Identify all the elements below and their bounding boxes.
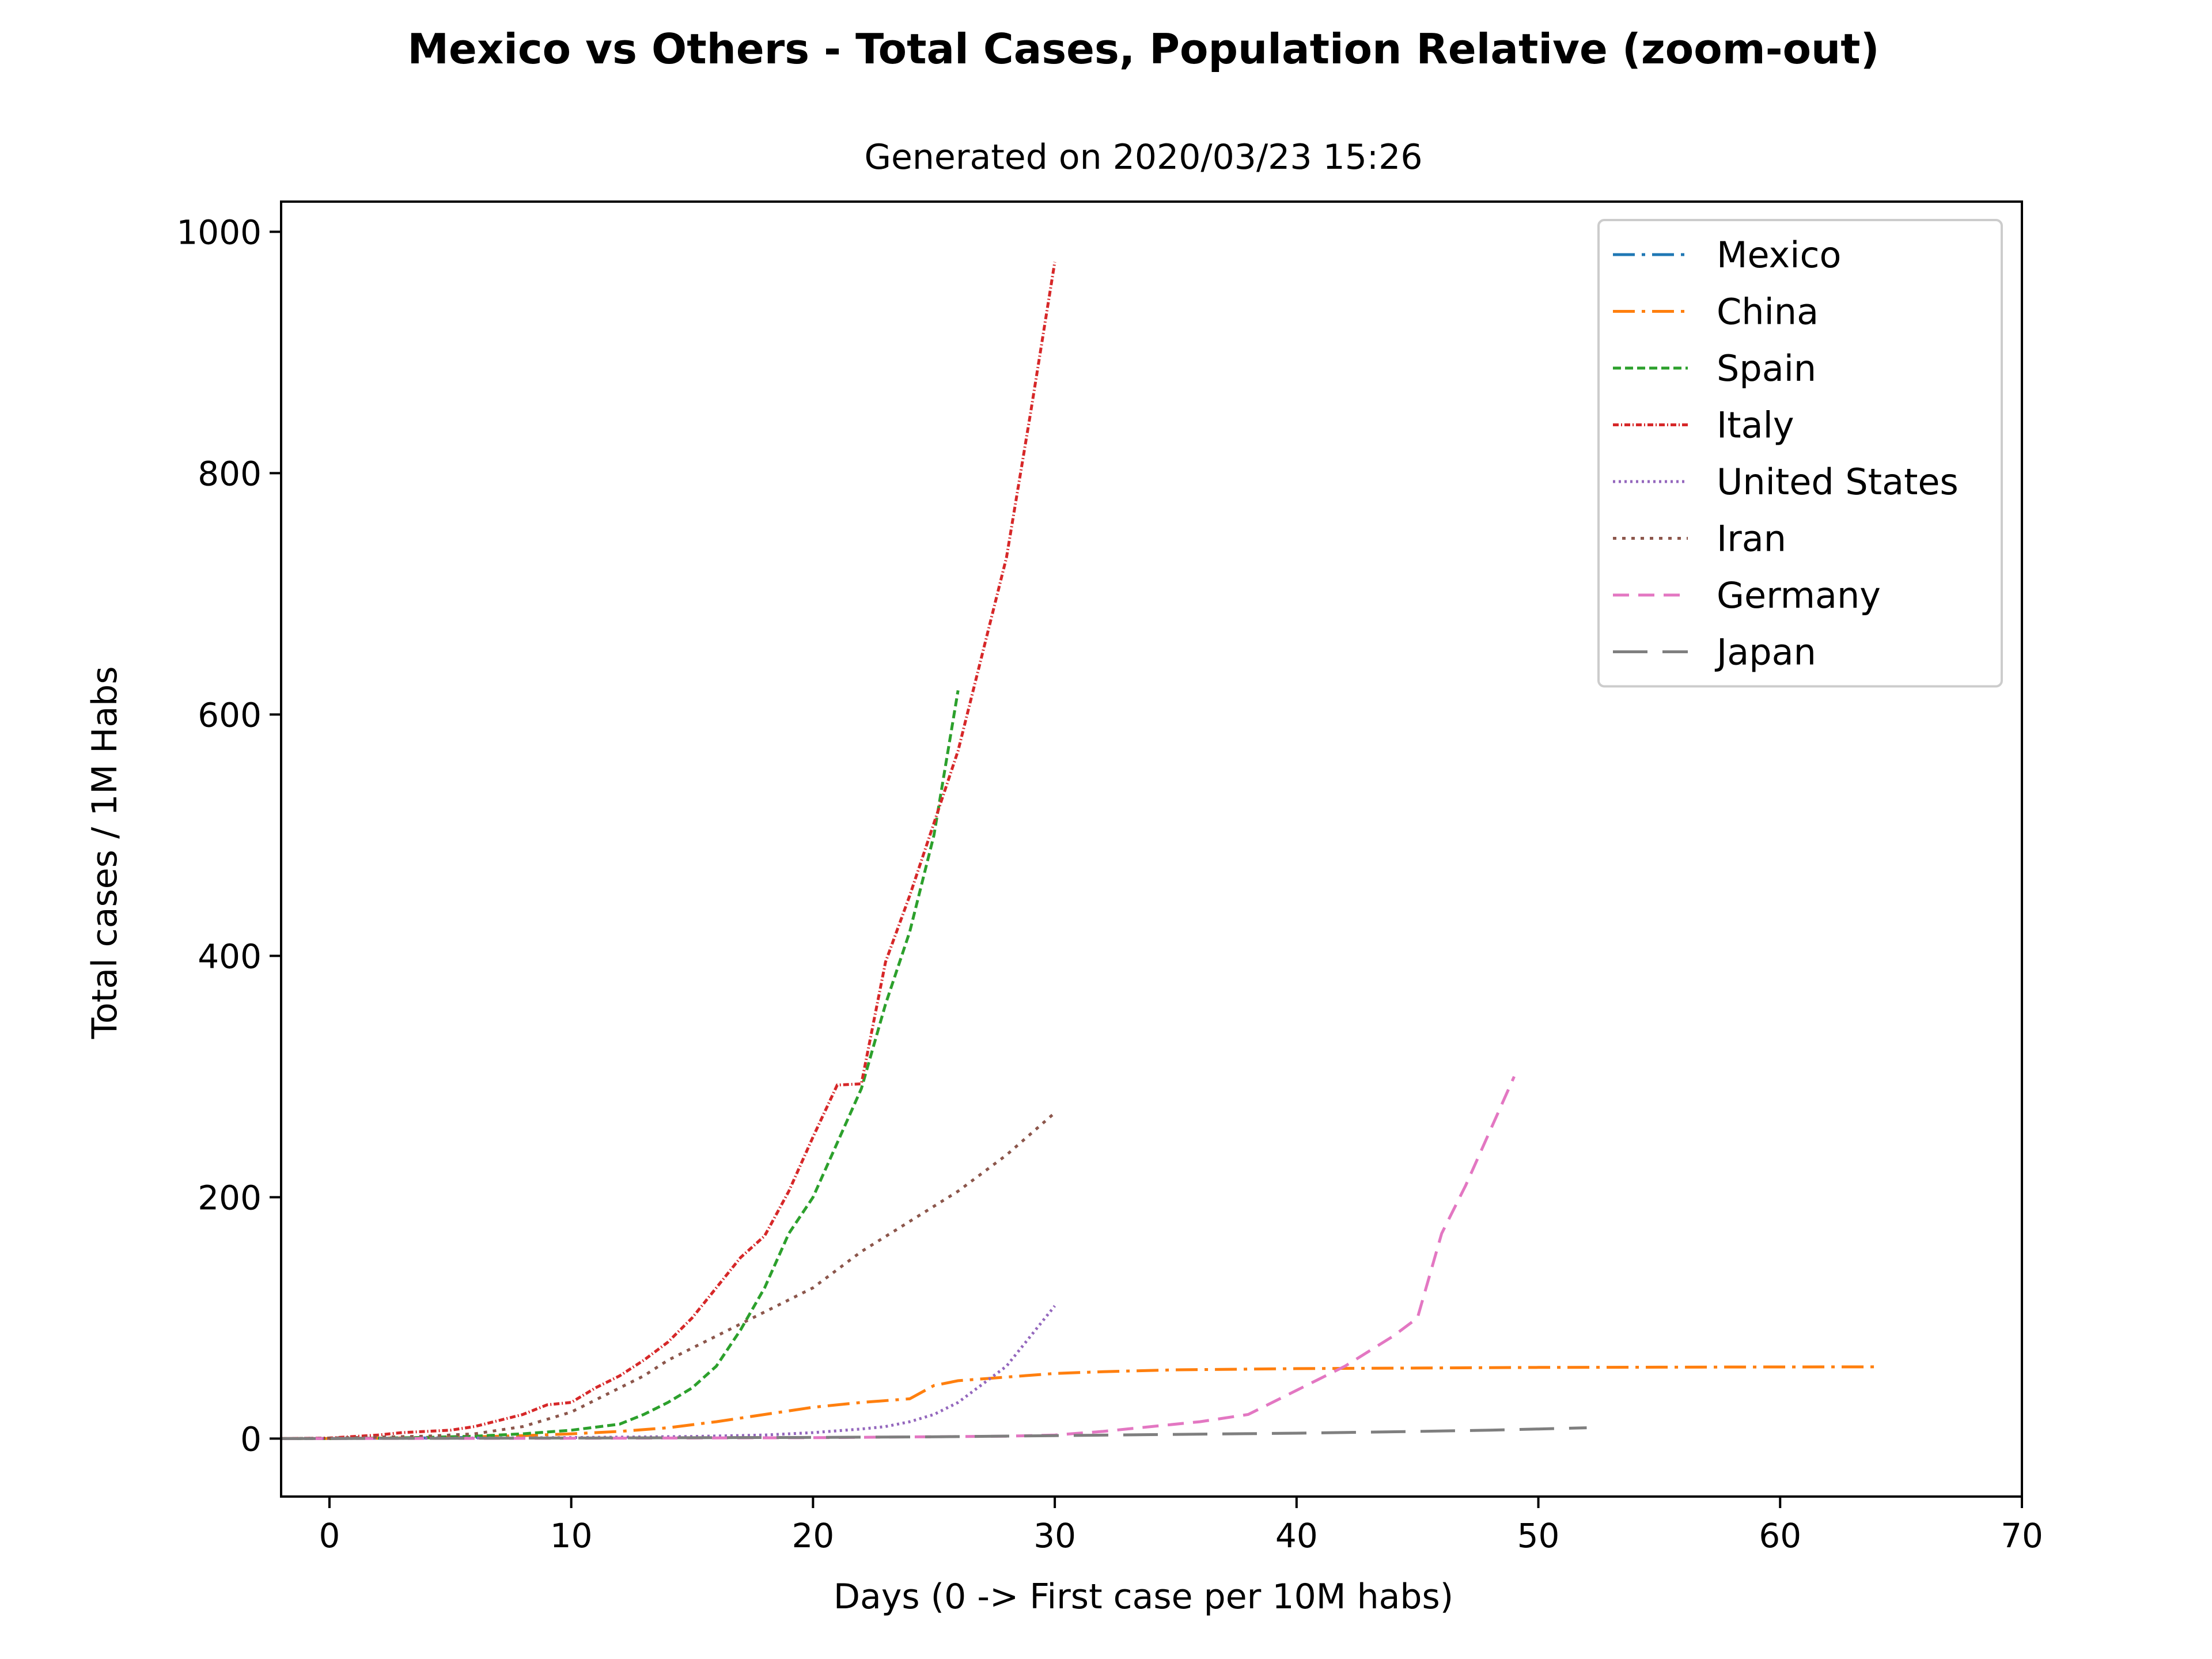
legend-label-iran: Iran — [1717, 518, 1786, 560]
x-axis-label: Days (0 -> First case per 10M habs) — [834, 1577, 1453, 1617]
legend: Mexico China Spain Italy United States Iran Ge… — [1597, 219, 2003, 688]
legend-label-italy: Italy — [1717, 404, 1794, 446]
legend-box — [1597, 219, 2003, 688]
series-line-united-states — [281, 1305, 1056, 1440]
series-line-italy — [281, 262, 1056, 1440]
legend-label-united-states: United States — [1717, 461, 1959, 503]
x-tick-label: 40 — [1275, 1516, 1318, 1555]
axes: 0 10 20 30 40 50 60 70 0 200 400 600 800 1000 — [176, 200, 2043, 1555]
series-layer — [281, 262, 1877, 1440]
x-tick-label: 70 — [2001, 1516, 2043, 1555]
series-line-japan — [281, 1426, 1587, 1440]
y-tick-label: 200 — [198, 1178, 262, 1217]
chart-title: Mexico vs Others - Total Cases, Populati… — [407, 25, 1879, 73]
y-tick-label: 400 — [198, 937, 262, 976]
chart-subtitle: Generated on 2020/03/23 15:26 — [865, 137, 1423, 177]
y-axis-label: Total cases / 1M Habs — [85, 666, 125, 1040]
y-tick-label: 0 — [240, 1419, 262, 1459]
series-line-iran — [281, 1111, 1056, 1440]
y-tick-label: 800 — [198, 454, 262, 493]
series-line-germany — [281, 1075, 1516, 1440]
legend-label-japan: Japan — [1714, 631, 1816, 673]
x-tick-label: 20 — [791, 1516, 834, 1555]
y-tick-label: 600 — [198, 695, 262, 734]
legend-label-mexico: Mexico — [1717, 234, 1842, 276]
plot-frame — [280, 200, 2023, 1498]
legend-label-china: China — [1717, 291, 1819, 333]
x-tick-label: 0 — [319, 1516, 340, 1555]
legend-label-spain: Spain — [1717, 347, 1816, 389]
series-line-spain — [281, 690, 960, 1440]
legend-label-germany: Germany — [1717, 574, 1881, 616]
y-tick-label: 1000 — [176, 213, 262, 252]
x-tick-label: 30 — [1033, 1516, 1076, 1555]
x-tick-label: 60 — [1759, 1516, 1801, 1555]
x-tick-label: 50 — [1517, 1516, 1560, 1555]
x-tick-label: 10 — [550, 1516, 593, 1555]
